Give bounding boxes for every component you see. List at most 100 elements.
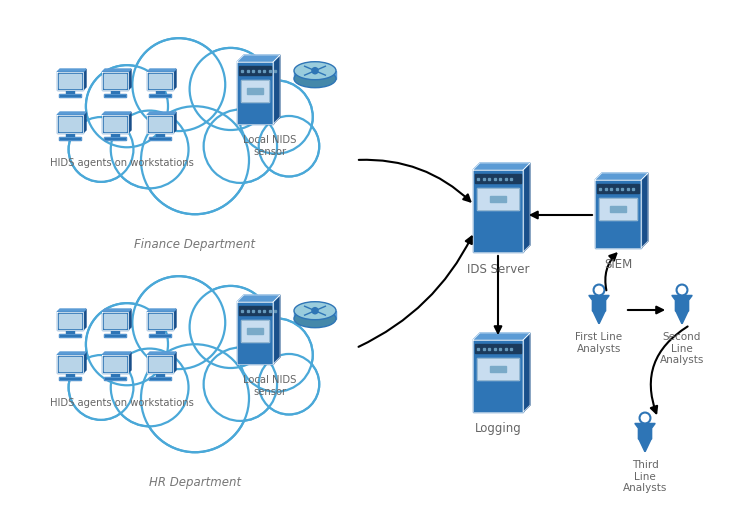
Polygon shape	[477, 358, 519, 380]
Polygon shape	[639, 439, 651, 451]
Polygon shape	[156, 133, 164, 137]
Circle shape	[143, 346, 248, 451]
Polygon shape	[128, 112, 131, 133]
Polygon shape	[57, 352, 86, 355]
Circle shape	[191, 287, 270, 367]
Polygon shape	[237, 302, 273, 364]
Polygon shape	[610, 206, 626, 212]
Polygon shape	[475, 174, 521, 183]
Text: SIEM: SIEM	[604, 258, 632, 271]
Polygon shape	[147, 69, 176, 72]
Polygon shape	[66, 330, 74, 334]
Polygon shape	[59, 334, 81, 337]
Ellipse shape	[294, 302, 336, 320]
Polygon shape	[239, 66, 271, 75]
Polygon shape	[599, 198, 637, 220]
Circle shape	[132, 276, 225, 369]
Circle shape	[191, 49, 270, 129]
Polygon shape	[149, 74, 171, 88]
Polygon shape	[241, 80, 269, 102]
Polygon shape	[57, 355, 83, 373]
Circle shape	[69, 356, 132, 419]
Polygon shape	[59, 117, 81, 131]
Circle shape	[112, 350, 188, 425]
Circle shape	[240, 82, 312, 153]
Polygon shape	[106, 319, 284, 417]
Text: Second
Line
Analysts: Second Line Analysts	[660, 332, 704, 365]
Polygon shape	[66, 133, 74, 137]
Circle shape	[111, 349, 188, 426]
Polygon shape	[635, 423, 655, 439]
Polygon shape	[173, 69, 176, 90]
Circle shape	[259, 354, 319, 414]
Polygon shape	[104, 137, 126, 140]
Polygon shape	[147, 355, 173, 373]
Polygon shape	[102, 312, 128, 330]
Circle shape	[69, 118, 132, 181]
Text: IDS Server: IDS Server	[467, 263, 529, 276]
Polygon shape	[273, 55, 280, 124]
Polygon shape	[273, 295, 280, 364]
Polygon shape	[593, 311, 605, 323]
Polygon shape	[57, 112, 86, 115]
Polygon shape	[104, 377, 126, 380]
Polygon shape	[156, 373, 164, 377]
Polygon shape	[59, 377, 81, 380]
Polygon shape	[59, 357, 81, 371]
Polygon shape	[173, 352, 176, 373]
Polygon shape	[147, 352, 176, 355]
Polygon shape	[477, 188, 519, 210]
Circle shape	[239, 80, 313, 154]
Polygon shape	[128, 352, 131, 373]
Polygon shape	[523, 163, 530, 252]
Text: Logging: Logging	[474, 422, 522, 435]
Circle shape	[259, 117, 319, 176]
Polygon shape	[247, 328, 263, 334]
Polygon shape	[59, 94, 81, 97]
Polygon shape	[111, 330, 119, 334]
Circle shape	[204, 348, 277, 421]
Circle shape	[259, 116, 319, 176]
Circle shape	[111, 110, 188, 188]
Circle shape	[205, 349, 276, 420]
Circle shape	[205, 110, 276, 182]
Polygon shape	[66, 373, 74, 377]
Ellipse shape	[294, 70, 336, 88]
Polygon shape	[57, 312, 83, 330]
Circle shape	[190, 48, 272, 130]
Polygon shape	[57, 309, 86, 312]
Circle shape	[639, 412, 650, 423]
Circle shape	[143, 108, 248, 213]
Polygon shape	[237, 62, 273, 124]
Text: HIDS agents on workstations: HIDS agents on workstations	[50, 398, 194, 408]
Polygon shape	[247, 88, 263, 94]
Polygon shape	[147, 312, 173, 330]
Polygon shape	[597, 184, 639, 193]
Polygon shape	[473, 163, 530, 170]
Polygon shape	[104, 117, 126, 131]
Polygon shape	[149, 377, 171, 380]
Polygon shape	[83, 352, 86, 373]
Text: Local NIDS
sensor: Local NIDS sensor	[243, 375, 296, 397]
Circle shape	[240, 319, 312, 391]
Polygon shape	[147, 115, 173, 133]
Polygon shape	[149, 334, 171, 337]
Circle shape	[69, 355, 134, 420]
Circle shape	[141, 344, 249, 452]
Polygon shape	[595, 173, 648, 180]
Text: HR Department: HR Department	[149, 476, 241, 489]
Circle shape	[134, 39, 224, 130]
Polygon shape	[102, 355, 128, 373]
Polygon shape	[237, 295, 280, 302]
Polygon shape	[523, 333, 530, 412]
Polygon shape	[473, 340, 523, 412]
Polygon shape	[147, 309, 176, 312]
Polygon shape	[111, 373, 119, 377]
Circle shape	[593, 285, 605, 296]
Polygon shape	[147, 72, 173, 90]
Polygon shape	[156, 330, 164, 334]
Polygon shape	[149, 94, 171, 97]
Polygon shape	[111, 133, 119, 137]
Circle shape	[239, 318, 313, 392]
Polygon shape	[83, 69, 86, 90]
